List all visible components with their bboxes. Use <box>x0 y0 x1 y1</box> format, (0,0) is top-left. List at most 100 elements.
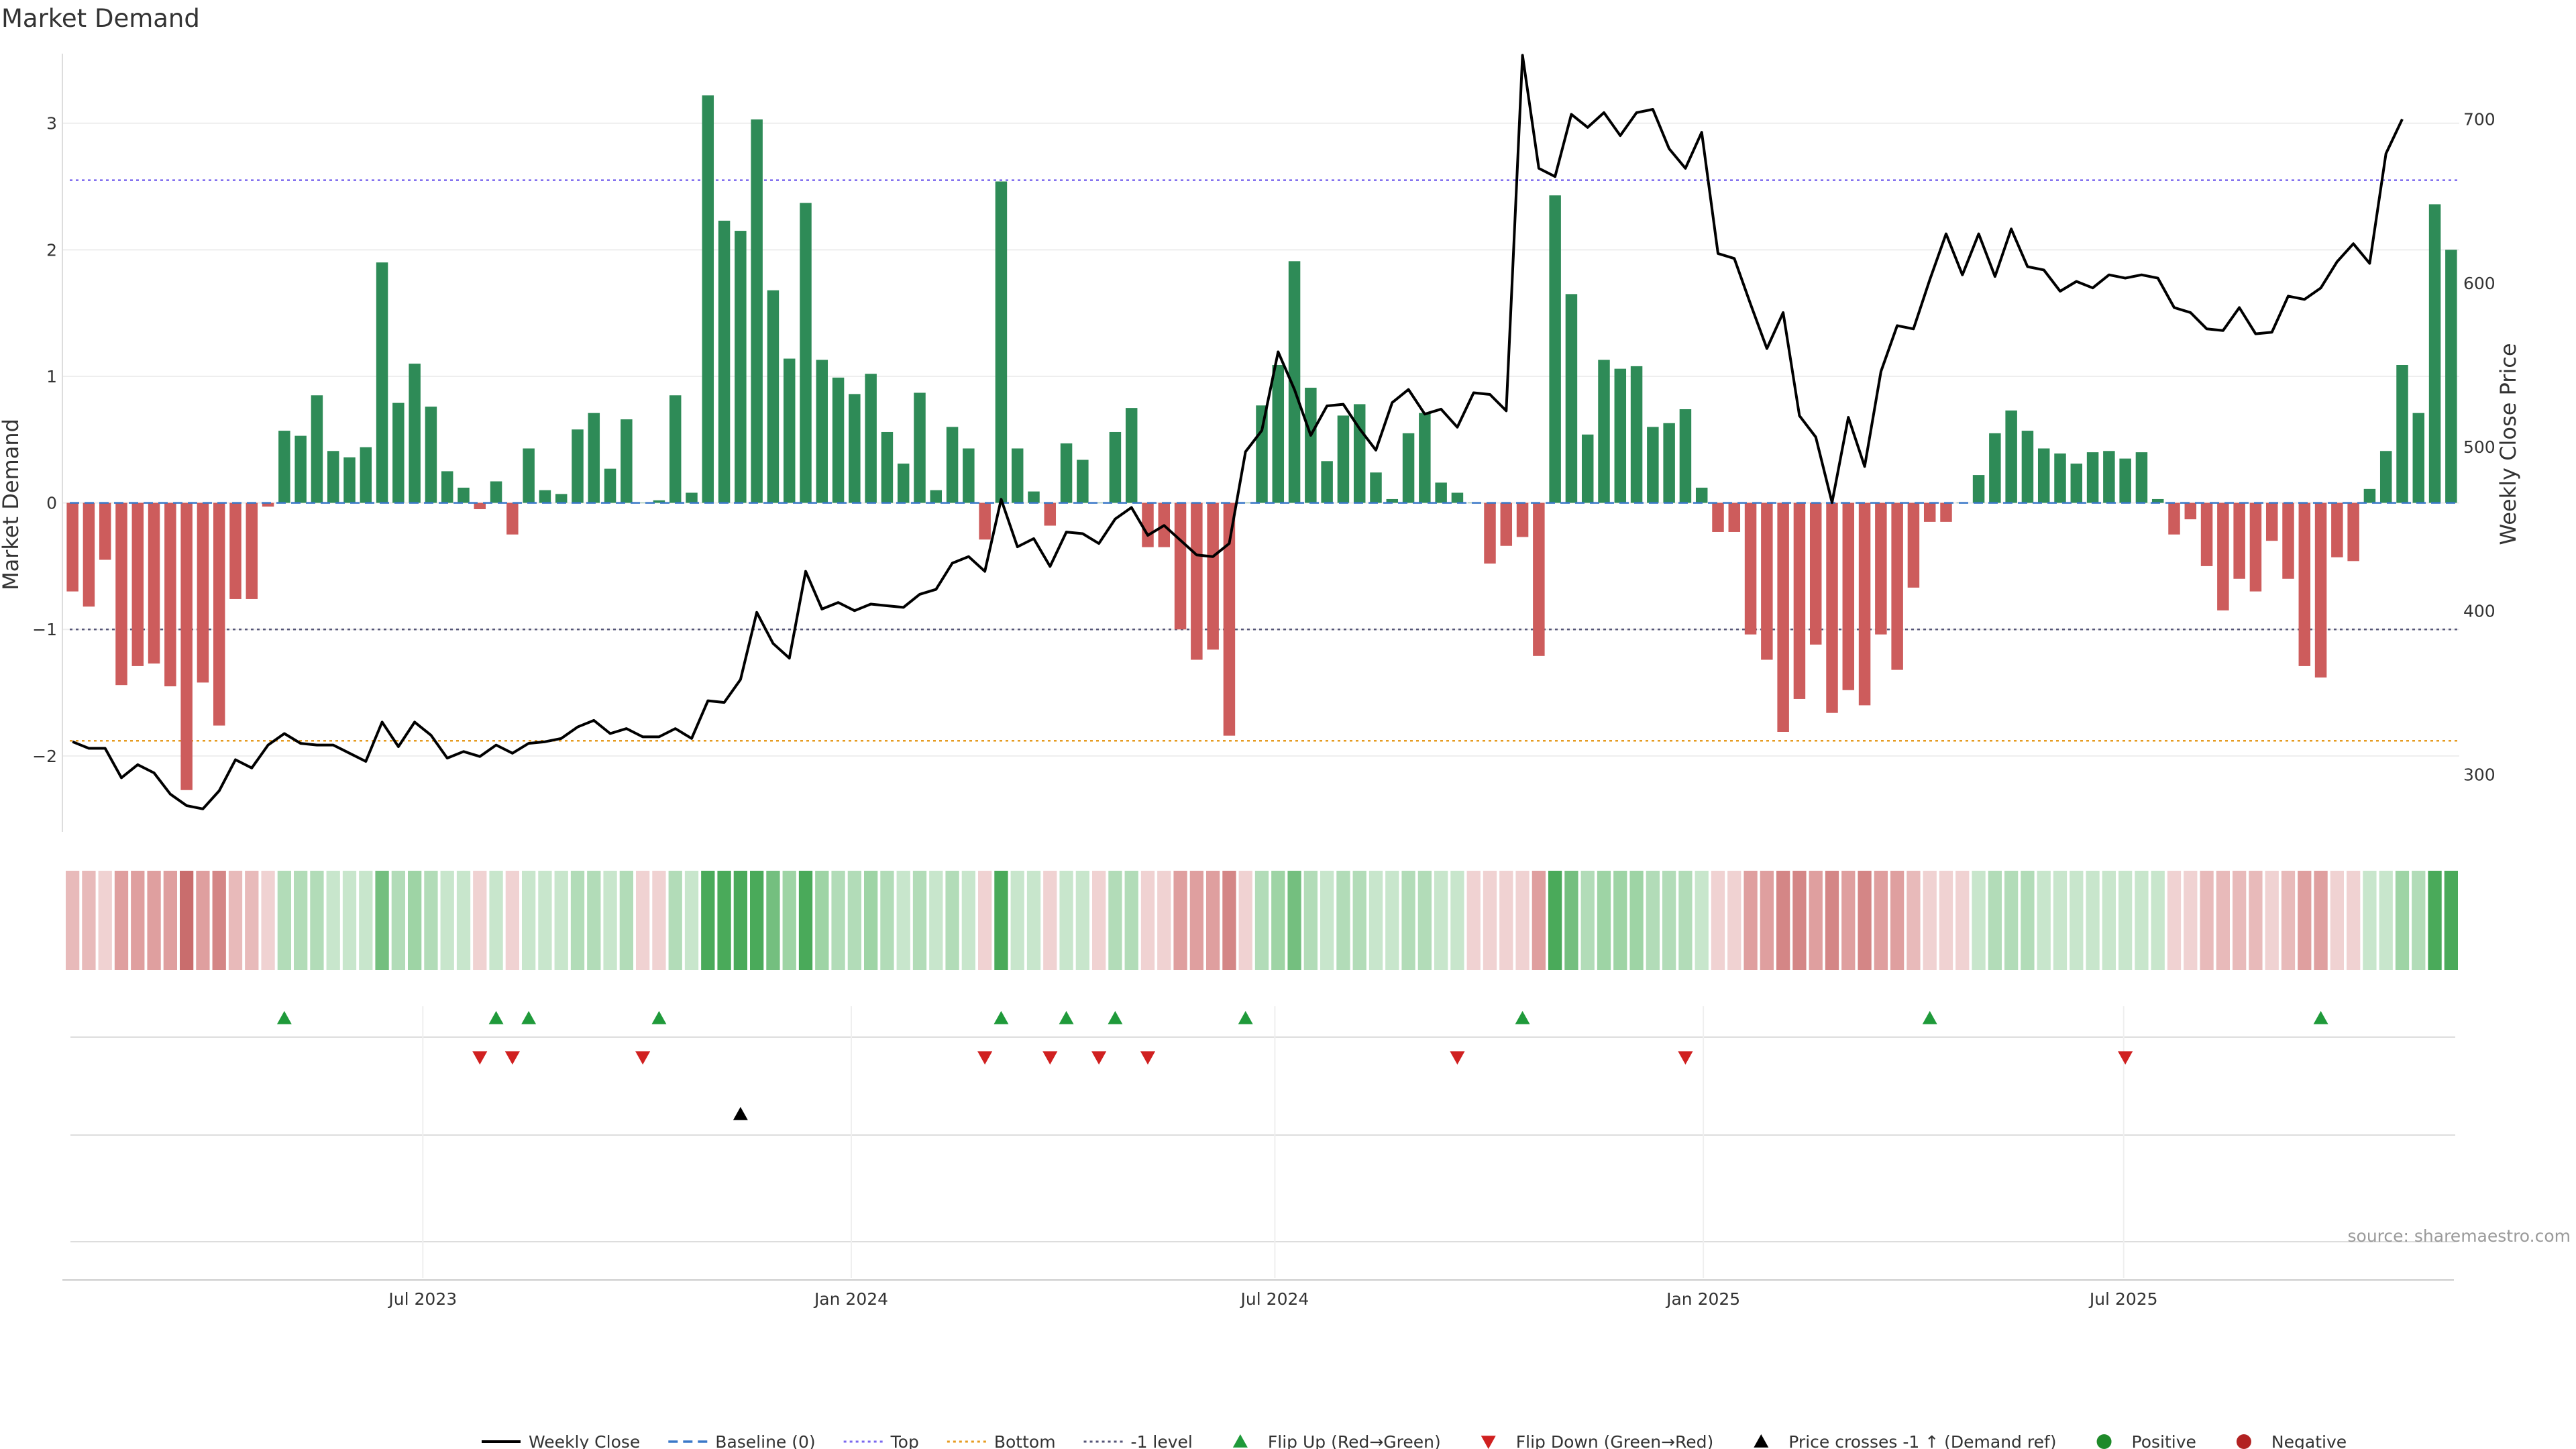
demand-bar <box>1712 502 1724 532</box>
heat-cell <box>1955 871 1970 970</box>
price-cross-markers <box>733 1107 748 1120</box>
heat-cell <box>1564 871 1578 970</box>
heat-cell <box>750 871 764 970</box>
legend-label: Flip Up (Red→Green) <box>1268 1432 1441 1449</box>
flip-up-marker <box>521 1011 537 1024</box>
heat-cell <box>2249 871 2263 970</box>
demand-bar <box>1777 502 1789 732</box>
heat-cell <box>440 871 454 970</box>
y-tick-label: −1 <box>32 620 57 639</box>
demand-bar <box>767 290 780 503</box>
demand-bar <box>2396 365 2408 503</box>
demand-bar <box>1484 502 1496 564</box>
heat-cell <box>2070 871 2084 970</box>
heat-cell <box>2298 871 2312 970</box>
heat-cell <box>945 871 959 970</box>
y2-tick-label: 700 <box>2463 110 2496 129</box>
legend-label: Top <box>890 1432 919 1449</box>
demand-bar <box>979 502 991 540</box>
demand-bar <box>1793 502 1806 699</box>
heat-cell <box>212 871 226 970</box>
legend-label: Bottom <box>994 1432 1056 1449</box>
heat-cell <box>1613 871 1627 970</box>
demand-bar <box>1630 366 1643 503</box>
demand-bar <box>2331 502 2343 557</box>
heat-cell <box>2216 871 2230 970</box>
flip-up-marker <box>651 1011 667 1024</box>
heat-cell <box>1157 871 1171 970</box>
heat-cell <box>359 871 373 970</box>
event-strips <box>70 1006 2455 1278</box>
heat-cell <box>391 871 405 970</box>
demand-bar <box>539 490 551 503</box>
flip-down-marker <box>977 1051 993 1065</box>
demand-bar <box>1402 433 1415 503</box>
heat-cell <box>1760 871 1774 970</box>
demand-bar <box>229 502 241 599</box>
demand-bar <box>604 468 616 503</box>
heat-cell <box>636 871 650 970</box>
demand-bar <box>1940 502 1952 522</box>
x-tick-label: Jul 2023 <box>387 1289 457 1309</box>
demand-bar <box>1647 427 1659 503</box>
flip-up-marker <box>1059 1011 1074 1024</box>
heat-cell <box>1548 871 1562 970</box>
heat-cell <box>1711 871 1725 970</box>
demand-bar <box>1321 461 1333 503</box>
demand-bars <box>66 95 2459 790</box>
demand-bar <box>751 119 763 503</box>
legend-item: Flip Down (Green→Red) <box>1481 1432 1713 1449</box>
heat-cell <box>782 871 796 970</box>
heat-cell <box>196 871 210 970</box>
legend-item: Bottom <box>947 1432 1056 1449</box>
demand-bar <box>2135 452 2148 503</box>
y-tick-label: 3 <box>46 114 57 133</box>
demand-bar <box>360 447 372 503</box>
demand-bar <box>164 502 176 687</box>
heat-cell <box>1939 871 1953 970</box>
legend-item: Baseline (0) <box>668 1432 816 1449</box>
flip-down-marker <box>1450 1051 1465 1065</box>
demand-bar <box>1272 365 1285 503</box>
heat-cell <box>131 871 145 970</box>
demand-bar <box>2184 502 2197 520</box>
heat-cell <box>538 871 552 970</box>
demand-bar <box>1809 502 1822 645</box>
heat-cell <box>180 871 194 970</box>
demand-bar <box>213 502 225 726</box>
demand-bar <box>1305 387 1317 503</box>
demand-bar <box>588 413 600 503</box>
legend-swatch-tri-up <box>1754 1434 1769 1448</box>
demand-bar <box>2347 502 2359 561</box>
demand-bar <box>1239 502 1252 504</box>
demand-bar <box>2249 502 2262 592</box>
heat-cell <box>1417 871 1432 970</box>
right-y-axis-ticks: 700 600 500 400 300 <box>2463 110 2496 785</box>
main-plot: 3 2 1 0 −1 −2 700 600 500 400 300 Market Demand W… <box>0 54 2521 832</box>
demand-bar <box>897 464 910 503</box>
legend-swatch-circle <box>2236 1434 2251 1449</box>
demand-bar <box>2200 502 2213 566</box>
demand-bar <box>311 395 323 503</box>
heat-cell <box>66 871 80 970</box>
demand-bar <box>865 374 877 503</box>
demand-bar <box>1842 502 1855 690</box>
flip-up-markers <box>276 1011 2328 1024</box>
demand-bar <box>180 502 193 790</box>
heat-cell <box>815 871 829 970</box>
demand-bar <box>2119 458 2131 503</box>
y2-axis-label: Weekly Close Price <box>2496 343 2521 545</box>
heat-cell <box>1792 871 1807 970</box>
legend-item: -1 level <box>1083 1432 1193 1449</box>
demand-bar <box>1060 443 1073 503</box>
demand-bar <box>262 502 274 507</box>
demand-bar <box>2298 502 2311 666</box>
y2-tick-label: 400 <box>2463 601 2496 621</box>
heat-cell <box>277 871 291 970</box>
heat-cell <box>684 871 699 970</box>
demand-bar <box>409 364 421 503</box>
heat-cell <box>831 871 845 970</box>
heat-cell <box>668 871 682 970</box>
weekly-close-line <box>72 54 2404 810</box>
